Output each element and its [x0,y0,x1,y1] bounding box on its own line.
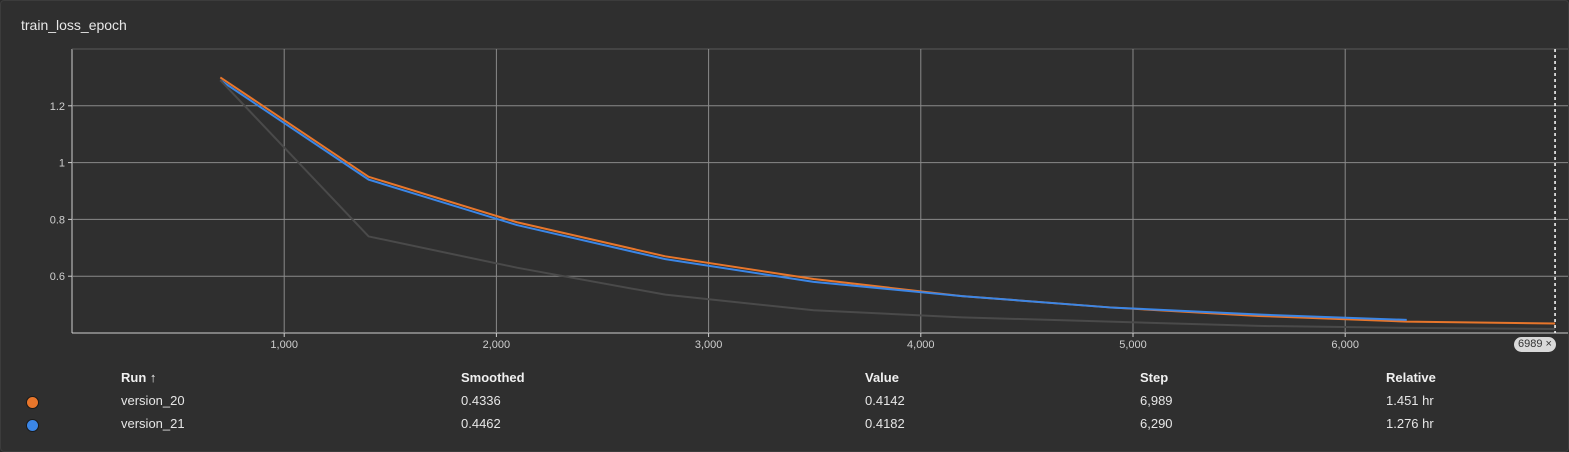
runs-table: Run ↑ Smoothed Value Step Relative versi… [1,367,1568,436]
step-marker-chip[interactable]: 6989 × [1514,337,1556,352]
x-tick-label: 2,000 [483,339,511,351]
step-marker-label: 6989 [1518,338,1543,350]
header-run[interactable]: Run ↑ [121,370,157,385]
close-icon[interactable]: × [1545,338,1552,350]
x-tick-label: 6,000 [1331,339,1359,351]
series-lines [219,76,1556,330]
grid-lines [71,48,1568,334]
x-tick-label: 5,000 [1119,339,1147,351]
run-color-dot[interactable] [26,396,39,409]
header-step[interactable]: Step [1140,370,1169,385]
run-smoothed: 0.4462 [461,416,501,431]
y-tick-label: 0.8 [50,214,65,226]
series-line-version-21 [219,79,1407,321]
series-line-version-20 [219,76,1556,325]
run-step: 6,989 [1140,393,1173,408]
header-smoothed[interactable]: Smoothed [461,370,525,385]
series-line-raw [219,79,1556,330]
chart-title: train_loss_epoch [21,17,127,33]
run-name: version_21 [121,416,185,431]
line-chart[interactable]: 1,000 2,000 3,000 4,000 5,000 6,000 0.6 0.8 1 1.… [1,1,1568,361]
header-value[interactable]: Value [865,370,899,385]
header-relative[interactable]: Relative [1386,370,1436,385]
run-value: 0.4142 [865,393,905,408]
x-axis-ticks: 1,000 2,000 3,000 4,000 5,000 6,000 [270,333,1359,351]
table-header: Run ↑ Smoothed Value Step Relative [1,367,1568,390]
x-tick-label: 1,000 [270,339,298,351]
x-tick-label: 3,000 [695,339,723,351]
y-tick-label: 1.2 [50,101,65,113]
run-name: version_20 [121,393,185,408]
run-smoothed: 0.4336 [461,393,501,408]
y-axis-ticks: 0.6 0.8 1 1.2 [50,101,72,283]
run-relative: 1.451 hr [1386,393,1434,408]
run-color-dot[interactable] [26,419,39,432]
table-row[interactable]: version_20 0.4336 0.4142 6,989 1.451 hr [1,390,1568,413]
table-row[interactable]: version_21 0.4462 0.4182 6,290 1.276 hr [1,413,1568,436]
x-tick-label: 4,000 [907,339,935,351]
run-relative: 1.276 hr [1386,416,1434,431]
y-tick-label: 0.6 [50,271,65,283]
run-value: 0.4182 [865,416,905,431]
run-step: 6,290 [1140,416,1173,431]
y-tick-label: 1 [59,158,65,170]
